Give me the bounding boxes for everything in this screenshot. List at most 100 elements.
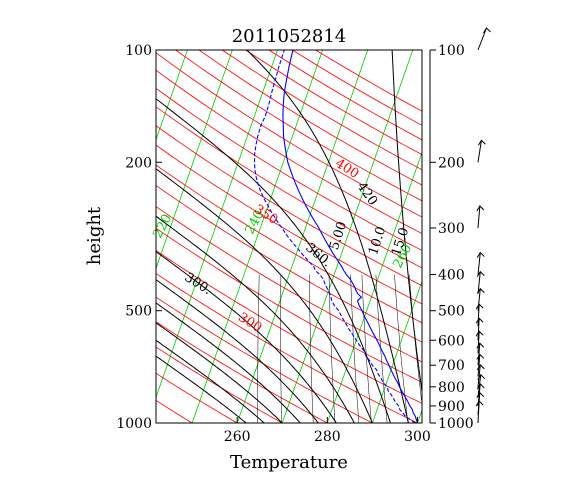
wind-level-label: 600: [438, 333, 465, 349]
mixing-ratio-line: [257, 274, 260, 423]
mixing-ratio-line: [408, 274, 422, 407]
mixing-ratio-line: [375, 274, 388, 423]
moist-adiabat-line: [156, 98, 391, 423]
isotherm-line: [156, 50, 188, 141]
dry-adiabat-line: [156, 69, 422, 235]
isotherm-line: [0, 50, 7, 423]
wind-level-label: 200: [438, 155, 465, 171]
sounding-line: [253, 50, 416, 423]
line-label: 420: [354, 180, 381, 209]
x-tick-label: 300: [404, 429, 431, 445]
dry-adiabat-line: [156, 249, 422, 404]
moist-adiabat-line: [156, 279, 319, 423]
wind-barb: [477, 331, 480, 354]
wind-barb-head: [476, 342, 485, 349]
moist-adiabat-line: [156, 215, 355, 423]
moist-adiabat-line: [156, 355, 247, 423]
dry-adiabat-line: [156, 106, 422, 269]
wind-level-label: 900: [438, 399, 465, 415]
chart-title: 2011052814: [232, 26, 347, 47]
moist-adiabat-line: [156, 302, 301, 423]
moist-adiabat-line: [156, 250, 337, 423]
isotherm-line: [508, 50, 563, 423]
dry-adiabat-line: [156, 372, 238, 423]
dry-adiabat-line: [268, 50, 422, 141]
wind-barb-head: [475, 303, 484, 310]
wind-level-label: 1000: [438, 416, 474, 432]
moist-adiabat-line: [246, 50, 409, 423]
wind-barb: [477, 400, 480, 424]
dry-adiabat-line: [156, 185, 422, 343]
isotherm-line: [0, 50, 97, 423]
sounding-line: [282, 50, 419, 423]
dry-adiabat-line: [156, 273, 418, 423]
y-tick-label: 1000: [116, 416, 152, 432]
moist-adiabat-line: [156, 322, 283, 423]
wind-barb-head: [476, 287, 485, 294]
wind-barb-head: [476, 383, 485, 390]
dry-adiabat-line: [156, 87, 422, 251]
isotherm-line: [463, 50, 563, 423]
wind-barb-head: [475, 330, 484, 337]
axes: 260 280 300 100 200 500 1000: [116, 43, 430, 445]
dry-adiabat-line: [156, 164, 422, 324]
wind-barb-head: [476, 353, 485, 360]
dry-adiabat-line: [156, 227, 422, 383]
wind-barb-head: [477, 139, 486, 146]
wind-barb-head: [476, 251, 485, 258]
wind-barb: [477, 288, 481, 311]
wind-barb-head: [476, 364, 485, 371]
isotherm-line: [0, 50, 52, 423]
x-tick-label: 280: [314, 429, 341, 445]
line-label: 5.00: [327, 220, 350, 252]
wind-level-label: 800: [438, 380, 465, 396]
moist-adiabat-line: [156, 168, 373, 423]
isotherm-line: [326, 151, 422, 423]
wind-barb-head: [483, 27, 491, 34]
wind-barb-head: [476, 205, 485, 212]
wind-barb-head: [475, 317, 484, 324]
x-tick-label: 260: [224, 429, 251, 445]
isotherm-line: [281, 50, 414, 423]
y-tick-label: 500: [125, 304, 152, 320]
moist-adiabat-line: [156, 339, 265, 423]
wind-barb: [477, 304, 480, 327]
wind-barb-head: [476, 391, 485, 398]
isotherm-line: [12, 50, 143, 423]
wind-barb: [477, 27, 487, 51]
moist-adiabat-line: [463, 50, 515, 423]
dry-adiabat-line: [156, 346, 283, 423]
wind-barb: [477, 343, 481, 366]
mixing-ratio-line: [350, 274, 360, 423]
background-lines: [0, 50, 563, 423]
wind-barb: [477, 318, 480, 341]
mixing-ratio-line: [309, 274, 314, 423]
y-tick-label: 100: [125, 43, 152, 59]
wind-barb: [477, 271, 481, 294]
line-label: 300: [235, 310, 264, 336]
mixing-ratio-line: [328, 274, 336, 423]
isotherm-line: [156, 50, 278, 399]
dry-adiabat-line: [156, 321, 328, 423]
isotherm-line: [236, 50, 369, 423]
line-label: 10.0: [366, 225, 389, 257]
wind-barb-head: [475, 400, 484, 407]
wind-barb: [477, 364, 481, 387]
dry-adiabat-line: [156, 144, 422, 305]
wind-barb-head: [477, 373, 486, 380]
mixing-ratio-line: [361, 274, 372, 423]
dry-adiabat-line: [156, 52, 422, 218]
y-axis-label: height: [84, 206, 105, 265]
line-label: 220: [150, 212, 175, 241]
wind-level-label: 100: [438, 43, 465, 59]
wind-level-label: 500: [438, 304, 465, 320]
plot-frame: [155, 49, 423, 424]
y-tick-label: 200: [125, 155, 152, 171]
x-axis-label: Temperature: [230, 452, 348, 473]
dry-adiabat-line: [175, 50, 422, 202]
dry-adiabat-line: [156, 206, 422, 363]
mixing-ratio-line: [394, 274, 409, 423]
